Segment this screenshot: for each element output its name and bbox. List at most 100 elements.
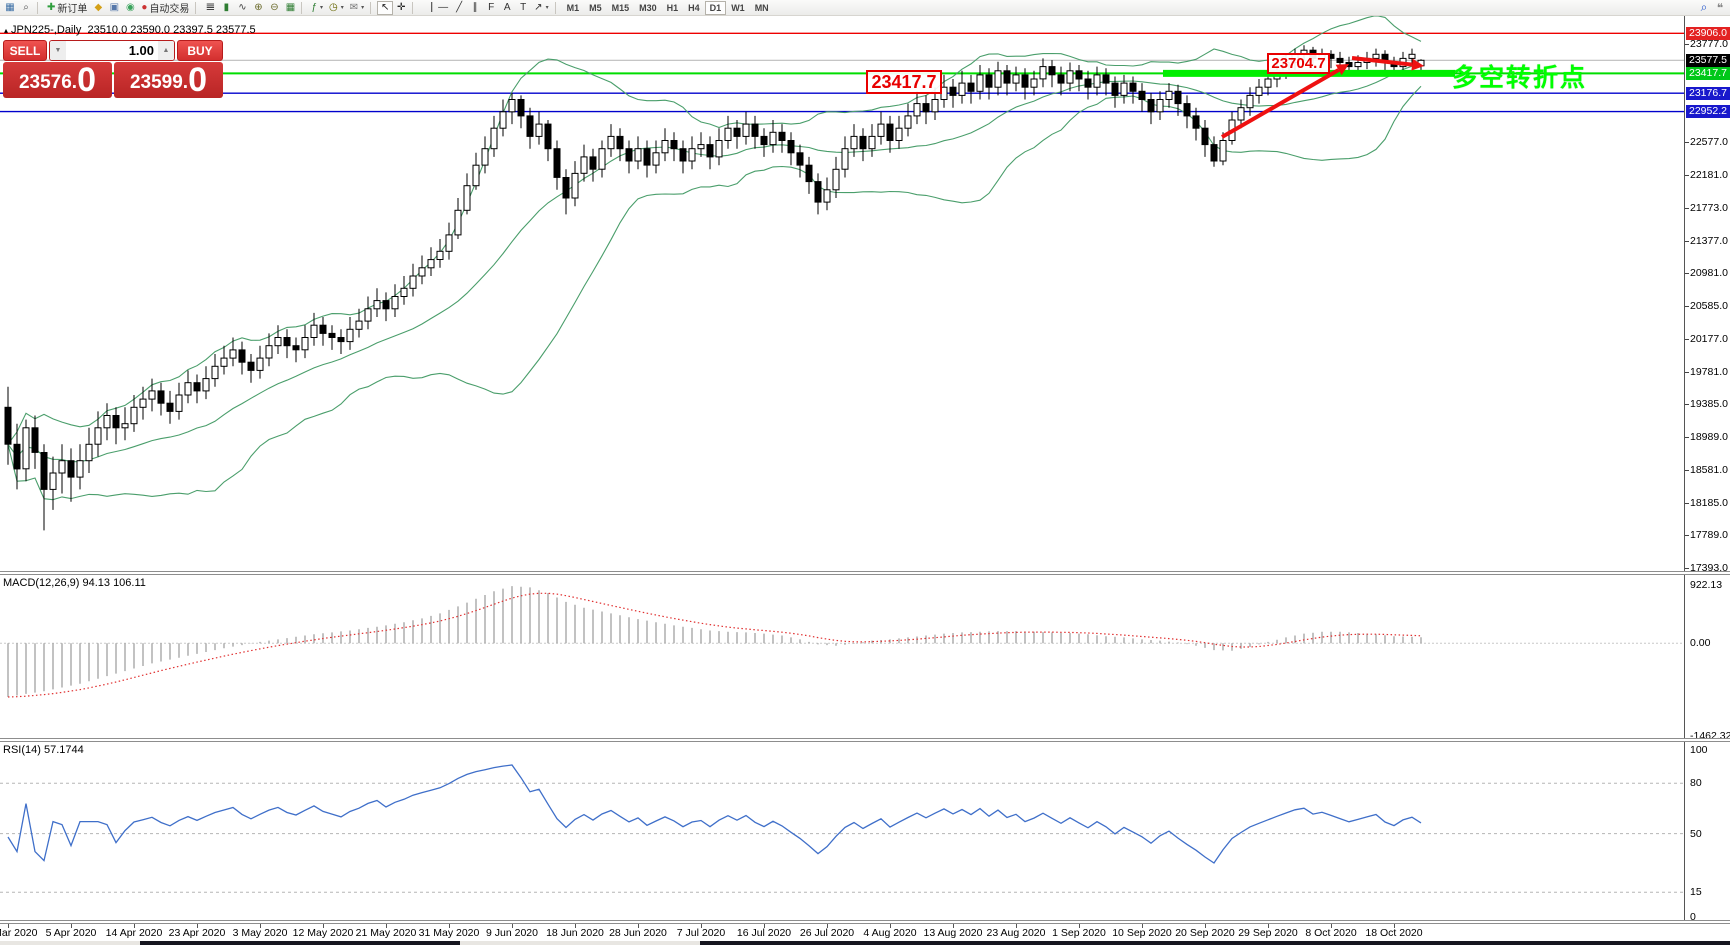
time-tick xyxy=(1205,924,1206,928)
time-tick xyxy=(71,924,72,928)
pivot-annotation-text[interactable]: 多空转折点 xyxy=(1452,64,1588,92)
toolbar-separator xyxy=(301,1,306,14)
profiles-icon[interactable]: ⌕ xyxy=(23,2,29,13)
time-tick-label: 10 Sep 2020 xyxy=(1112,927,1172,939)
timeframe-m5[interactable]: M5 xyxy=(589,2,602,13)
equidistant-channel-icon[interactable]: ∥ xyxy=(472,2,478,13)
chart-window[interactable]: ▴ JPN225-,Daily 23510.0 23590.0 23397.5 2… xyxy=(0,16,1730,945)
chat-icon[interactable]: ❝ xyxy=(1716,0,1724,15)
new-chart-icon[interactable]: ▦ xyxy=(5,2,15,13)
zoom-in-icon[interactable]: ⊕ xyxy=(254,2,263,13)
chart-title: ▴ JPN225-,Daily 23510.0 23590.0 23397.5 2… xyxy=(4,24,256,36)
timeframe-h4[interactable]: H4 xyxy=(688,2,700,13)
symbol-triangle-icon: ▴ xyxy=(4,26,9,35)
sell-price[interactable]: 23576. 0 xyxy=(3,62,112,98)
arrows-icon[interactable]: ↗ ▾ xyxy=(534,2,549,13)
timeframe-m15[interactable]: M15 xyxy=(611,2,630,13)
buy-button[interactable]: BUY xyxy=(177,40,223,61)
trend-arrow-up xyxy=(1221,64,1349,139)
timeframe-d1[interactable]: D1 xyxy=(704,0,727,15)
time-tick xyxy=(134,924,135,928)
horizontal-line-icon[interactable]: — xyxy=(438,2,449,13)
text-icon[interactable]: A xyxy=(503,2,511,13)
rsi-canvas[interactable] xyxy=(0,742,1684,920)
price-tick-label: 21773.0 xyxy=(1690,202,1728,214)
macd-axis-label: 0.00 xyxy=(1690,637,1711,649)
rsi-axis-label: 50 xyxy=(1690,828,1702,840)
bear-candles xyxy=(4,49,1398,490)
price-tick xyxy=(1684,404,1689,405)
price-tick xyxy=(1684,142,1689,143)
panel-separator[interactable] xyxy=(0,571,1730,575)
rsi-axis-label: 80 xyxy=(1690,777,1702,789)
price-tag-23704[interactable]: 23704.7 xyxy=(1267,53,1330,74)
fibonacci-icon[interactable]: F xyxy=(488,2,495,13)
timeframe-m30[interactable]: M30 xyxy=(639,2,657,13)
autotrading-icon[interactable]: ● 自动交易 xyxy=(141,2,190,15)
timeframe-m1[interactable]: M1 xyxy=(566,2,580,13)
price-tick-label: 20585.0 xyxy=(1690,300,1728,312)
volume-decrease-button[interactable]: ▼ xyxy=(50,41,66,60)
metaeditor-icon[interactable]: ◆ xyxy=(94,2,103,13)
time-tick xyxy=(197,924,198,928)
bar-chart-icon[interactable]: 𝌆 xyxy=(205,2,215,13)
macd-canvas[interactable] xyxy=(0,575,1684,738)
templates-icon[interactable]: ✉ ▾ xyxy=(349,2,365,13)
time-tick-label: 28 Jun 2020 xyxy=(609,927,667,939)
price-label-support-line-1: 23176.7 xyxy=(1686,87,1730,100)
time-tick xyxy=(323,924,324,928)
timeframe-w1[interactable]: W1 xyxy=(731,2,745,13)
timeframe-h1[interactable]: H1 xyxy=(666,2,679,13)
panel-separator[interactable] xyxy=(0,738,1730,742)
volume-input[interactable] xyxy=(66,41,158,60)
time-tick-label: 25 Mar 2020 xyxy=(0,927,38,939)
timeframe-mn[interactable]: MN xyxy=(754,2,769,13)
line-chart-icon[interactable]: ∿ xyxy=(238,2,247,13)
time-tick-label: 26 Jul 2020 xyxy=(799,927,855,939)
time-axis[interactable]: 25 Mar 2020 5 Apr 2020 14 Apr 2020 23 Apr 2… xyxy=(0,924,1684,942)
rsi-line xyxy=(7,764,1422,864)
buy-price[interactable]: 23599. 0 xyxy=(114,62,223,98)
bollinger-band xyxy=(7,63,1422,463)
sell-price-main: 23576. xyxy=(18,72,78,93)
price-tick xyxy=(1684,339,1689,340)
new-order-icon[interactable]: ✚ 新订单 xyxy=(47,2,88,15)
price-tag-23417[interactable]: 23417.7 xyxy=(866,70,942,94)
time-tick-label: 29 Sep 2020 xyxy=(1238,927,1298,939)
periods-icon[interactable]: ◷ ▾ xyxy=(329,2,344,13)
signals-icon[interactable]: ◉ xyxy=(126,2,135,13)
tile-windows-icon[interactable]: ▦ xyxy=(285,2,296,13)
price-tick xyxy=(1684,470,1689,471)
trendline-icon[interactable]: ╱ xyxy=(456,2,463,13)
crosshair-icon[interactable]: ✛ xyxy=(396,2,406,13)
macd-histogram xyxy=(7,586,1422,697)
indicators-icon[interactable]: ƒ ▾ xyxy=(311,2,324,13)
time-tick-label: 1 Sep 2020 xyxy=(1052,927,1106,939)
zoom-out-icon[interactable]: ⊖ xyxy=(270,2,279,13)
time-tick xyxy=(1268,924,1269,928)
price-tick xyxy=(1684,568,1689,569)
time-tick xyxy=(1142,924,1143,928)
price-tick xyxy=(1684,241,1689,242)
symbol-period-label: JPN225-,Daily xyxy=(11,24,82,36)
cursor-icon[interactable]: ↖ xyxy=(377,0,394,15)
sell-button[interactable]: SELL xyxy=(3,40,47,61)
time-tick xyxy=(1016,924,1017,928)
toolbar-separator xyxy=(370,1,375,14)
price-tick-label: 20981.0 xyxy=(1690,267,1728,279)
price-tick-label: 19385.0 xyxy=(1690,398,1728,410)
terminal-icon[interactable]: ▣ xyxy=(109,2,120,13)
price-axis-border xyxy=(1684,16,1685,924)
price-tick xyxy=(1684,503,1689,504)
volume-increase-button[interactable]: ▲ xyxy=(158,41,174,60)
bollinger-band xyxy=(7,16,1422,445)
one-click-trade-panel: SELL ▼ ▲ BUY 23576.0 23599.0 xyxy=(3,40,223,98)
text-label-icon[interactable]: T xyxy=(520,2,527,13)
time-tick xyxy=(953,924,954,928)
vertical-line-icon[interactable]: ⎹ xyxy=(422,2,433,13)
time-tick-label: 18 Jun 2020 xyxy=(546,927,604,939)
time-tick-label: 23 Apr 2020 xyxy=(168,927,226,939)
candlestick-chart-icon[interactable]: ▮ xyxy=(223,2,230,13)
price-chart-canvas[interactable] xyxy=(0,16,1684,571)
search-icon[interactable]: ⌕ xyxy=(1700,0,1708,14)
